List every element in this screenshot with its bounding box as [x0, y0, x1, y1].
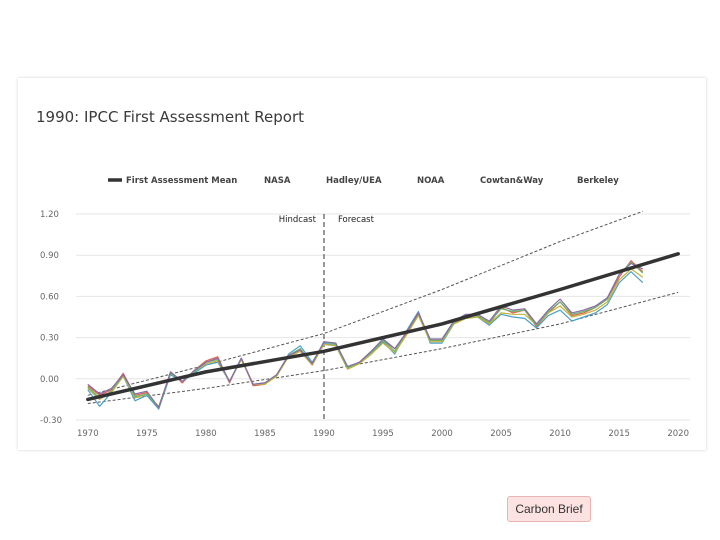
chart-card: 1990: IPCC First Assessment Report First… — [18, 78, 706, 450]
x-tick-label: 2020 — [667, 429, 689, 439]
series-line-nasa — [87, 260, 644, 410]
first-assessment-mean-line — [86, 252, 680, 402]
x-tick-label: 1970 — [77, 429, 99, 439]
x-tick-label: 2005 — [490, 429, 512, 439]
legend-item: Hadley/UEA — [326, 176, 382, 186]
legend: First Assessment Mean NASA Hadley/UEA NOAA C… — [108, 176, 619, 186]
x-tick-label: 2015 — [608, 429, 630, 439]
projection-line-group — [86, 252, 680, 402]
y-axis: 1.20 0.90 0.60 0.30 0.00 -0.30 — [40, 210, 62, 426]
envelope-upper-line — [87, 210, 643, 396]
x-tick-label: 2000 — [431, 429, 453, 439]
y-tick-label: 0.60 — [40, 292, 59, 302]
legend-item: Cowtan&Way — [480, 176, 544, 186]
hindcast-forecast-divider: Hindcast Forecast — [279, 214, 375, 420]
x-tick-label: 2010 — [549, 429, 571, 439]
legend-item: NASA — [264, 176, 291, 186]
x-tick-label: 1980 — [195, 429, 217, 439]
legend-item: NOAA — [417, 176, 445, 186]
legend-item: First Assessment Mean — [126, 176, 237, 186]
y-tick-label: 1.20 — [40, 210, 59, 220]
x-tick-label: 1990 — [313, 429, 335, 439]
y-tick-label: 0.00 — [40, 375, 59, 385]
x-tick-label: 1995 — [372, 429, 394, 439]
forecast-label: Forecast — [338, 215, 375, 225]
chart-title: 1990: IPCC First Assessment Report — [36, 108, 304, 126]
gridlines — [76, 213, 690, 421]
series-line-cowtan-way — [87, 261, 644, 409]
series-line-berkeley — [87, 262, 644, 409]
legend-item: Berkeley — [577, 176, 619, 186]
hindcast-label: Hindcast — [279, 215, 317, 225]
x-tick-label: 1975 — [136, 429, 158, 439]
source-badge: Carbon Brief — [507, 496, 591, 522]
x-axis: 1970 1975 1980 1985 1990 1995 2000 2005 2010 2015… — [77, 429, 689, 439]
x-tick-label: 1985 — [254, 429, 276, 439]
y-tick-label: 0.90 — [40, 251, 59, 261]
chart-svg: 1990: IPCC First Assessment Report First… — [36, 108, 690, 439]
y-tick-label: 0.30 — [40, 334, 59, 344]
observation-series — [87, 260, 644, 410]
y-tick-label: -0.30 — [40, 416, 62, 426]
uncertainty-envelope — [87, 210, 679, 404]
